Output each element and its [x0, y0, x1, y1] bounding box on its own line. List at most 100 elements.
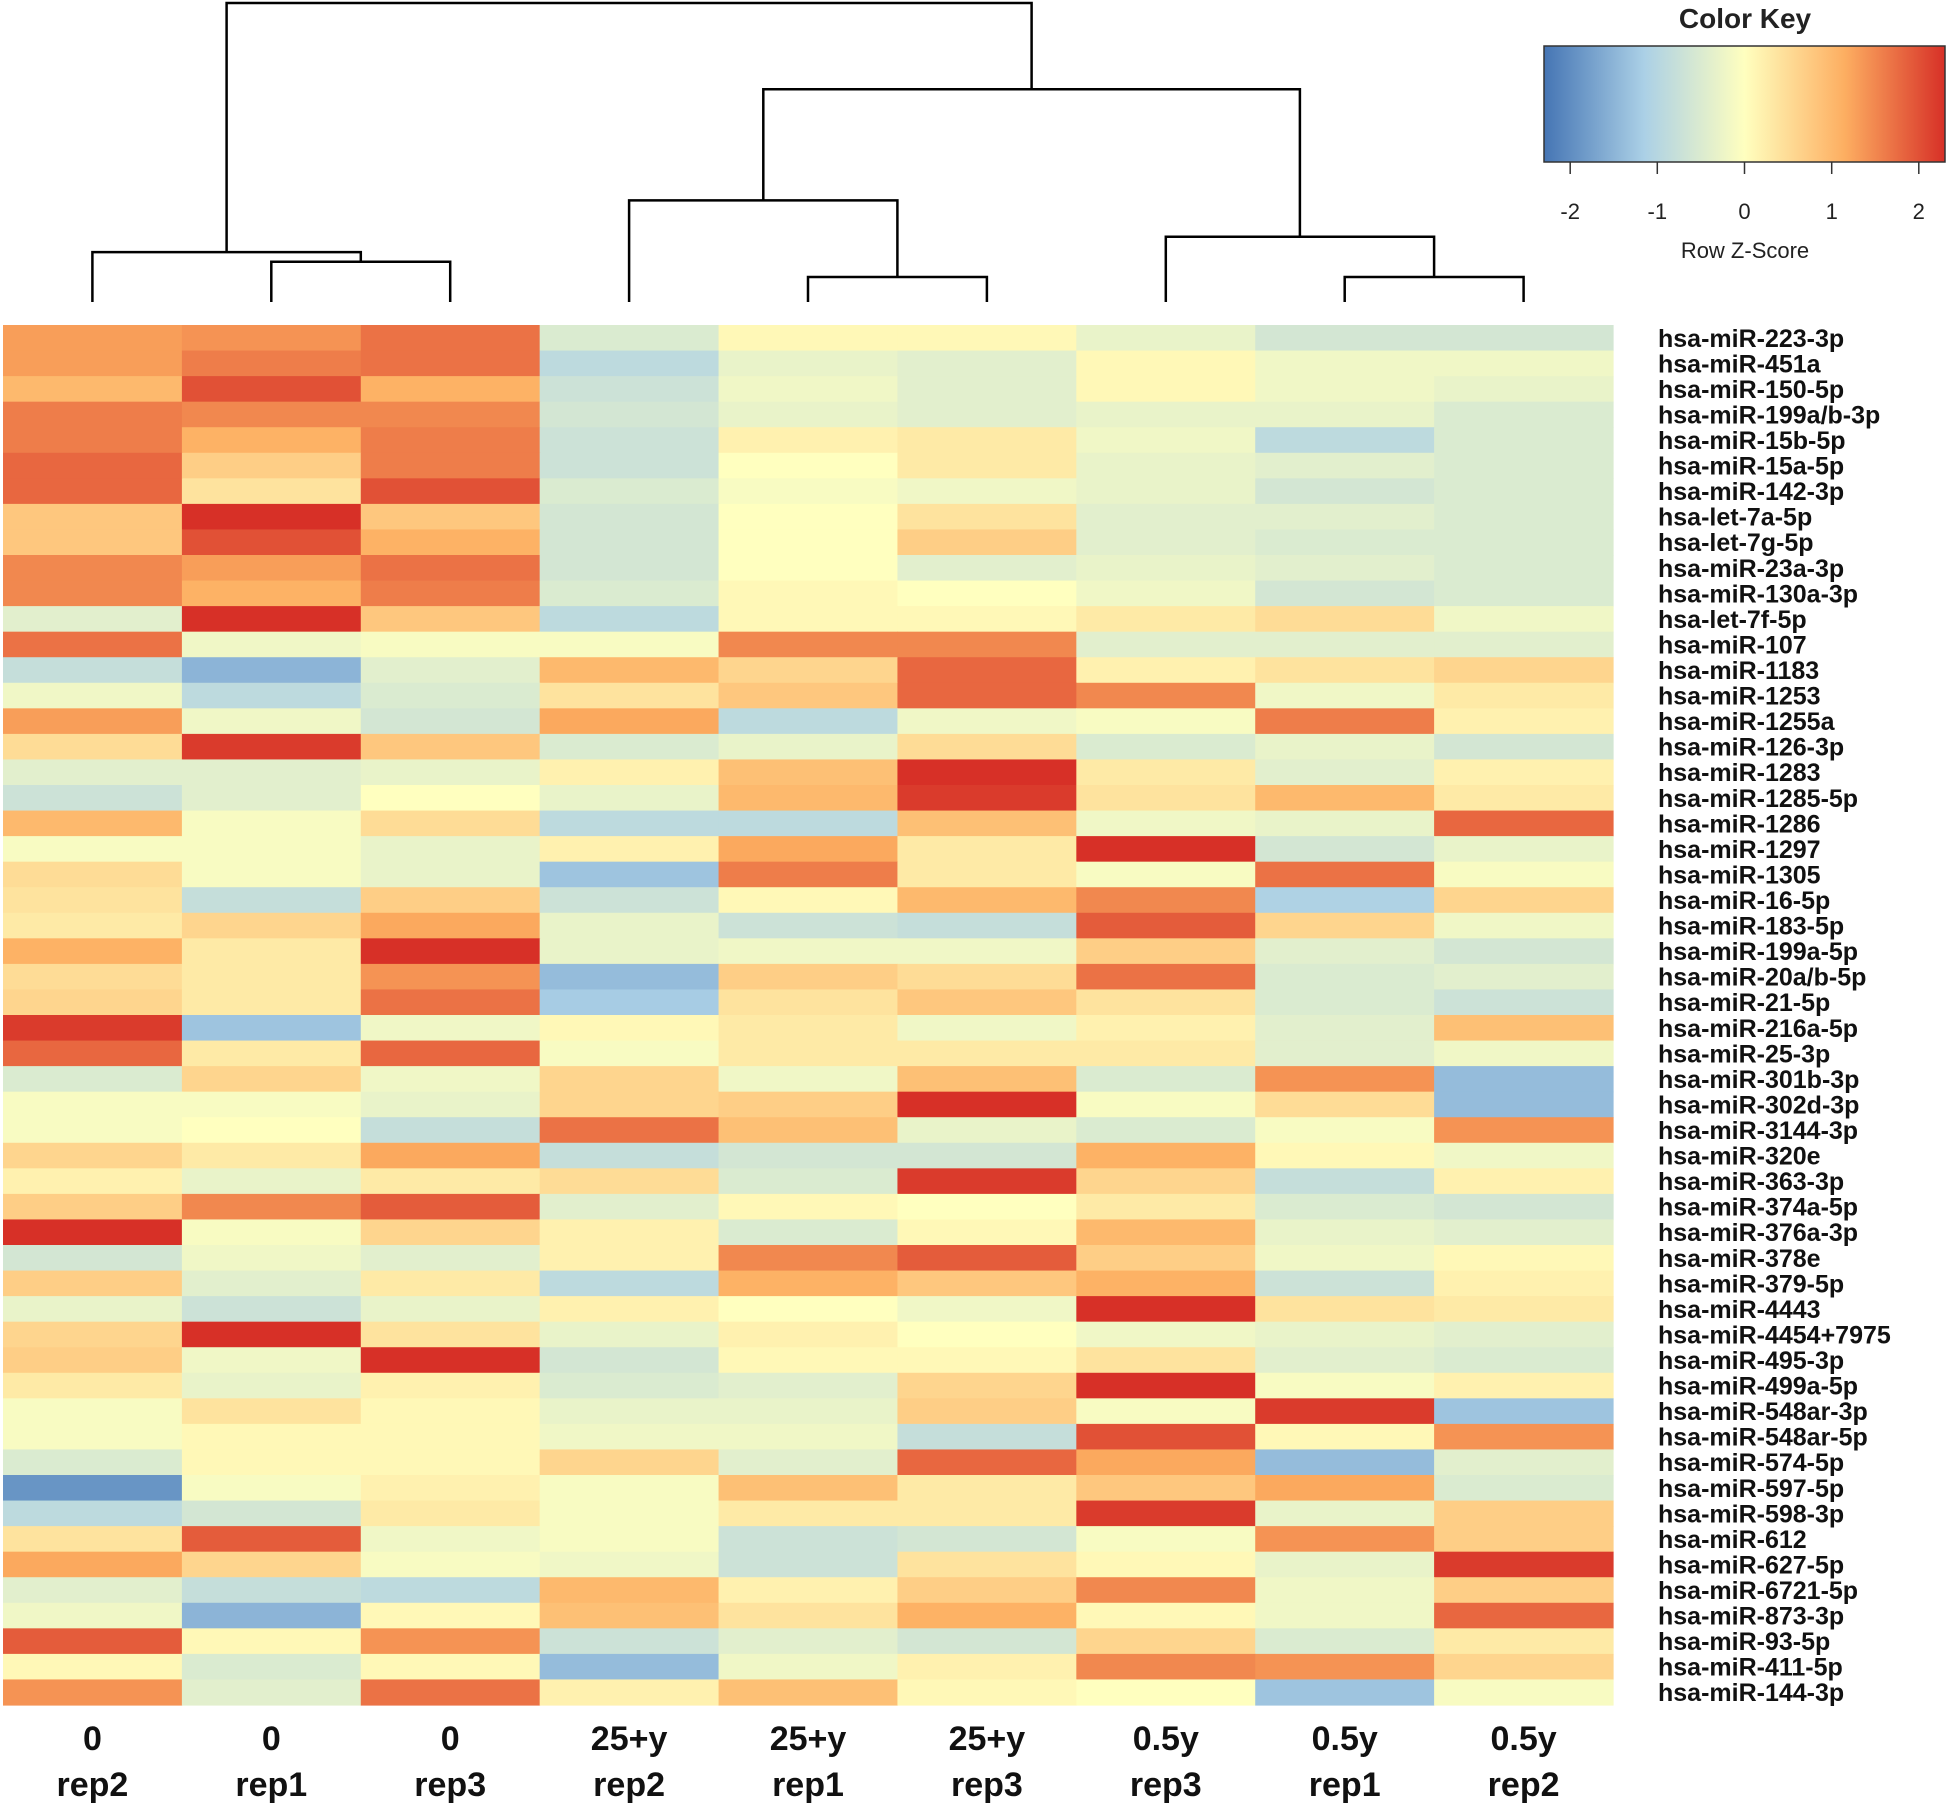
heatmap-cell: [1076, 1628, 1256, 1655]
column-label-group: 25+y: [770, 1720, 847, 1758]
heatmap-cell: [539, 1551, 720, 1578]
row-labels: hsa-miR-223-3phsa-miR-451ahsa-miR-150-5p…: [1658, 325, 1891, 1707]
heatmap-cell: [1434, 376, 1614, 403]
heatmap-cell: [360, 503, 541, 531]
heatmap-cell: [360, 529, 541, 556]
row-label: hsa-miR-93-5p: [1658, 1628, 1830, 1656]
heatmap-cell: [3, 1219, 183, 1246]
heatmap-cell: [718, 861, 899, 888]
heatmap-cell: [1434, 1168, 1614, 1195]
heatmap-cell: [539, 401, 720, 428]
heatmap-cell: [718, 1117, 899, 1144]
heatmap-cell: [1255, 376, 1435, 403]
heatmap-cell: [1255, 1296, 1435, 1323]
row-label: hsa-miR-15a-5p: [1658, 453, 1844, 481]
heatmap-cell: [181, 1679, 362, 1706]
heatmap-cell: [1255, 657, 1435, 684]
color-key-tick-label: 0: [1738, 199, 1750, 224]
row-label: hsa-miR-1297: [1658, 836, 1821, 864]
row-label: hsa-miR-1253: [1658, 683, 1821, 711]
heatmap-cell: [1076, 478, 1256, 505]
heatmap-cell: [1076, 708, 1256, 735]
heatmap-cell: [3, 1679, 183, 1706]
heatmap-cell: [539, 1015, 720, 1042]
heatmap-cell: [1255, 1526, 1435, 1553]
row-label: hsa-miR-548ar-3p: [1658, 1398, 1868, 1426]
heatmap-cell: [360, 1168, 541, 1195]
heatmap-cell: [539, 376, 720, 403]
heatmap-cell: [3, 759, 183, 786]
heatmap-cell: [1255, 810, 1435, 837]
heatmap-cell: [1255, 1551, 1435, 1578]
heatmap-cell: [1255, 427, 1435, 454]
row-label: hsa-miR-548ar-5p: [1658, 1424, 1868, 1452]
heatmap-cell: [3, 657, 183, 684]
heatmap-cell: [3, 1449, 183, 1476]
heatmap-cell: [539, 1142, 720, 1169]
heatmap-cell: [897, 887, 1077, 914]
row-label: hsa-miR-199a/b-3p: [1658, 401, 1880, 429]
heatmap-cell: [181, 606, 362, 633]
heatmap-cell: [897, 963, 1077, 991]
heatmap-cell: [181, 325, 362, 352]
heatmap-cell: [1434, 1628, 1614, 1655]
heatmap-cell: [360, 478, 541, 505]
heatmap-cell: [181, 1091, 362, 1118]
heatmap-cell: [360, 376, 541, 403]
heatmap-cell: [1434, 1193, 1614, 1221]
heatmap-cell: [1434, 1015, 1614, 1042]
heatmap-cell: [1255, 478, 1435, 505]
row-label: hsa-miR-223-3p: [1658, 325, 1844, 353]
heatmap-cell: [539, 1679, 720, 1706]
heatmap-cell: [718, 1526, 899, 1553]
heatmap-cell: [181, 785, 362, 812]
heatmap-cell: [897, 1475, 1077, 1502]
heatmap-cell: [1076, 555, 1256, 582]
dendrogram-branch: [91, 250, 363, 302]
heatmap-cell: [1434, 759, 1614, 786]
heatmap-cell: [897, 1577, 1077, 1604]
heatmap-cell: [897, 631, 1077, 658]
heatmap-cell: [718, 1475, 899, 1502]
column-label-group: 25+y: [591, 1720, 668, 1758]
heatmap-cell: [181, 657, 362, 684]
heatmap-cell: [1434, 325, 1614, 352]
heatmap-cell: [1434, 657, 1614, 684]
heatmap-cell: [539, 1270, 720, 1297]
heatmap-cell: [1076, 1500, 1256, 1527]
heatmap-cell: [181, 529, 362, 556]
heatmap-cell: [539, 682, 720, 709]
heatmap-cell: [1076, 1193, 1256, 1221]
heatmap-cell: [897, 1500, 1077, 1527]
heatmap-cell: [539, 836, 720, 863]
heatmap-cell: [1434, 1423, 1614, 1451]
color-key-tick-label: 2: [1913, 199, 1925, 224]
heatmap-cell: [718, 1398, 899, 1425]
row-label: hsa-miR-378e: [1658, 1245, 1821, 1273]
heatmap-cell: [539, 657, 720, 684]
heatmap-cell: [360, 1193, 541, 1221]
heatmap-cell: [360, 657, 541, 684]
heatmap-cell: [539, 1628, 720, 1655]
heatmap-cell: [181, 478, 362, 505]
heatmap-cell: [718, 1142, 899, 1169]
heatmap-cell: [1076, 1526, 1256, 1553]
heatmap-cell: [181, 1296, 362, 1323]
heatmap-cell: [360, 427, 541, 454]
heatmap-cell: [360, 606, 541, 633]
heatmap-cell: [1076, 1449, 1256, 1476]
heatmap-cell: [1255, 555, 1435, 582]
heatmap-cell: [897, 1296, 1077, 1323]
color-key-tick-label: 1: [1826, 199, 1838, 224]
heatmap-cell: [718, 1602, 899, 1629]
heatmap-cell: [1255, 1423, 1435, 1451]
heatmap-cell: [181, 759, 362, 786]
heatmap-cell: [1255, 1628, 1435, 1655]
heatmap-cell: [1076, 861, 1256, 888]
heatmap-cell: [1255, 503, 1435, 531]
heatmap-cell: [539, 1193, 720, 1221]
heatmap-cell: [539, 1372, 720, 1399]
heatmap-cell: [181, 427, 362, 454]
heatmap-cell: [1255, 1449, 1435, 1476]
heatmap-cell: [1255, 912, 1435, 939]
